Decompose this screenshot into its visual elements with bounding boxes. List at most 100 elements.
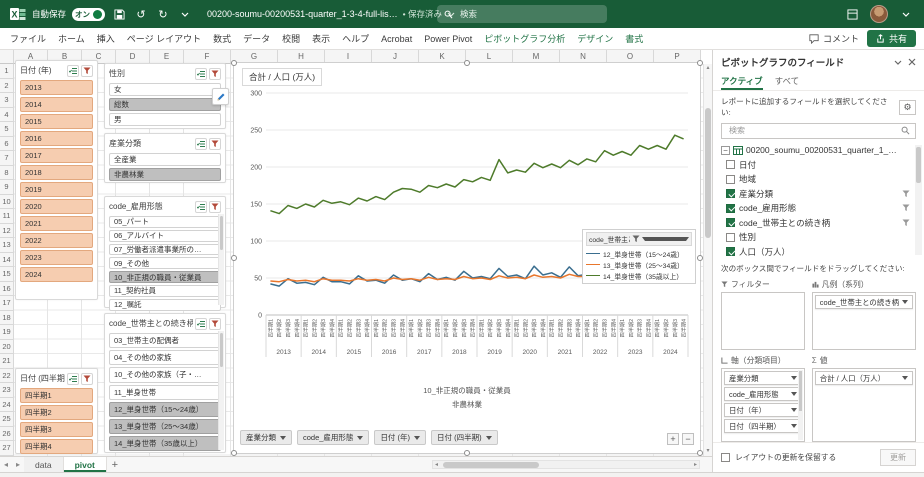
multiselect-button[interactable] [67,64,79,77]
slicer-item[interactable]: 2016 [20,131,93,146]
slicer-scrollbar[interactable] [218,214,224,305]
vertical-scroll-thumb[interactable] [705,108,711,238]
select-all-corner[interactable] [0,50,14,64]
scroll-down-icon[interactable]: ▾ [706,448,710,454]
legend-item[interactable]: 13_単身世帯（25～34歳） [586,259,692,270]
slicer-item[interactable]: 女 [109,83,221,96]
slicer-item[interactable]: 2013 [20,80,93,95]
search-box[interactable] [437,5,607,23]
ribbon-tab-11[interactable]: Power Pivot [424,33,473,44]
area-scrollbar[interactable] [797,370,803,440]
row-header-16[interactable]: 16 [0,282,13,296]
area-field-chip[interactable]: 日付（年） [724,403,802,417]
field-row[interactable]: code_世帯主との続き柄 [721,216,910,231]
ribbon-tab-6[interactable]: データ [243,34,271,44]
slicer-item[interactable]: 11_契約社員 [109,284,221,297]
row-header-24[interactable]: 24 [0,398,13,412]
row-header-1[interactable]: 1 [0,64,13,79]
row-header-3[interactable]: 3 [0,93,13,108]
tab-active[interactable]: アクティブ [721,72,763,90]
area-field-chip[interactable]: code_世帯主との続き柄 [814,295,913,309]
tab-all[interactable]: すべて [774,76,800,86]
chart-legend[interactable]: code_世帯主との続き柄 12_単身世帯（15～24歳） 13_単身世帯（25～… [582,229,696,284]
slicer-item[interactable]: 07_労働者派遣事業所の… [109,243,221,256]
filters-area[interactable] [721,292,805,350]
update-button[interactable]: 更新 [880,449,916,466]
ribbon-contextual-tab-1[interactable]: ピボットグラフ分析 [484,34,566,44]
autosave-toggle[interactable]: オン [72,7,106,21]
slicer-item[interactable]: 総数 [109,98,221,111]
ribbon-tab-9[interactable]: ヘルプ [342,34,370,44]
row-header-11[interactable]: 11 [0,209,13,224]
clear-filter-button[interactable] [81,372,93,385]
undo-icon[interactable]: ↺ [136,8,146,21]
row-header-4[interactable]: 4 [0,108,13,122]
ribbon-tab-4[interactable]: ページ レイアウト [126,34,202,44]
account-avatar[interactable] [870,5,888,23]
ribbon-tab-5[interactable]: 数式 [213,34,232,44]
slicer-date-quarter[interactable]: 日付 (四半期) 四半期1 四半期2 四半期3 四半期4 [15,368,98,454]
row-header-12[interactable]: 12 [0,224,13,238]
slicer-item[interactable]: 全産業 [109,153,221,166]
row-header-9[interactable]: 9 [0,180,13,195]
area-scroll-thumb[interactable] [798,371,802,411]
save-icon[interactable] [111,6,127,22]
ribbon-tab-3[interactable]: 挿入 [96,34,115,44]
fields-search-input[interactable] [727,125,897,137]
scroll-up-icon[interactable]: ▴ [706,65,710,71]
pencil-icon[interactable] [212,88,229,105]
row-header-25[interactable]: 25 [0,412,13,427]
slicer-item[interactable]: 2020 [20,199,93,214]
multiselect-button[interactable] [195,317,207,330]
field-checkbox[interactable] [726,174,735,184]
multiselect-button[interactable] [67,372,79,385]
row-header-2[interactable]: 2 [0,79,13,93]
field-row[interactable]: code_雇用形態 [721,201,910,216]
redo-icon[interactable]: ↻ [158,8,168,21]
field-checkbox[interactable] [726,189,735,199]
pane-options-chevron-icon[interactable] [894,58,902,66]
field-row[interactable]: 日付 [721,158,910,173]
slicer-item[interactable]: 03_世帯主の配偶者 [109,333,221,349]
legend-field-button[interactable]: code_世帯主との続き柄 [586,232,692,246]
row-header-18[interactable]: 18 [0,311,13,325]
slicer-item[interactable]: 10_非正規の職員・従業員 [109,271,221,283]
slicer-item[interactable]: 10_その他の家族（子・… [109,367,221,383]
slicer-item[interactable]: 2014 [20,97,93,112]
document-title[interactable]: 00200-soumu-00200531-quarter_1-3-4-full-… [207,8,455,20]
area-field-chip[interactable]: 合計 / 人口（万人） [814,371,913,385]
multiselect-button[interactable] [195,67,207,80]
area-field-chip[interactable]: 産業分類 [724,371,802,385]
slicer-item[interactable]: 12_単身世帯（15～24歳） [109,401,221,417]
fields-search-box[interactable] [721,123,916,139]
slicer-item[interactable]: 13_単身世帯（25～34歳） [109,418,221,435]
chart-field-button-1[interactable]: 産業分類 [240,430,292,445]
slicer-item[interactable]: 2017 [20,148,93,163]
field-list-scrollbar[interactable] [915,144,922,255]
row-header-22[interactable]: 22 [0,369,13,383]
row-header-15[interactable]: 15 [0,267,13,282]
multiselect-button[interactable] [195,200,207,213]
row-header-14[interactable]: 14 [0,253,13,267]
row-header-8[interactable]: 8 [0,166,13,180]
slicer-item[interactable]: 四半期2 [20,405,93,420]
expand-collapse-buttons[interactable]: + − [667,433,694,445]
ribbon-contextual-tab-2[interactable]: デザイン [577,34,614,44]
add-sheet-button[interactable]: + [111,458,119,471]
slicer-industry[interactable]: 産業分類 全産業 非農林業 [104,133,226,183]
legend-item[interactable]: 12_単身世帯（15～24歳） [586,248,692,259]
slicer-scroll-thumb[interactable] [220,333,223,367]
slicer-scrollbar[interactable] [218,331,224,450]
slicer-relationship[interactable]: code_世帯主との続き柄 03_世帯主の配偶者 04_その他の家族 10_その他の家… [104,313,226,453]
field-row[interactable]: 人口（万人） [721,245,910,257]
slicer-scroll-thumb[interactable] [220,216,223,250]
excel-logo-icon[interactable]: X [10,6,26,22]
row-header-27[interactable]: 27 [0,441,13,456]
field-list[interactable]: − 00200_soumu_00200531_quarter_1_… 日付 地域産… [713,143,924,257]
slicer-item[interactable]: 2024 [20,267,93,282]
slicer-item[interactable]: 2018 [20,165,93,180]
collapse-button[interactable]: − [682,433,694,445]
chart-field-button-4[interactable]: 日付 (四半期) [431,430,498,445]
sheet-nav-left-icon[interactable]: ◂ [4,460,9,469]
sheet-tab-pivot[interactable]: pivot [63,457,107,472]
